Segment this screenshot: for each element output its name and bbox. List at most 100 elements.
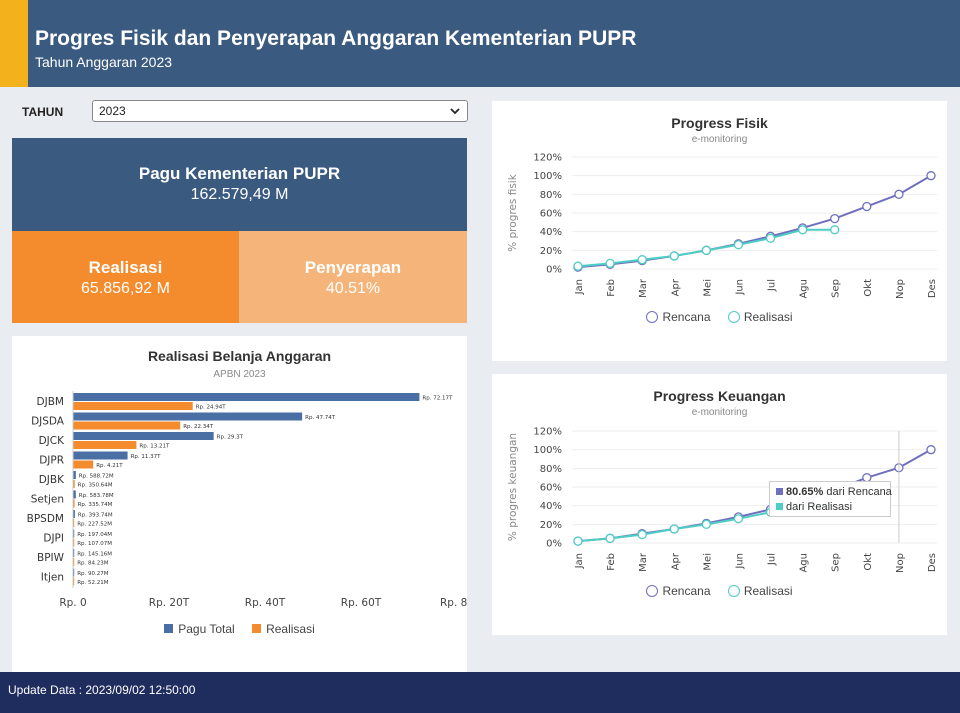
bar-data-label: Rp. 47.74T xyxy=(305,415,336,421)
bar-pagu xyxy=(73,471,76,479)
x-tick-label: Sep xyxy=(831,279,842,298)
keuangan-chart: 0% 20% 40% 60% 80% 100% 120% % progres keuangan… xyxy=(507,427,938,573)
rencana-line xyxy=(577,174,932,269)
bar-realisasi xyxy=(73,441,137,449)
bar-data-label: Rp. 13.21T xyxy=(139,444,170,450)
legend-pagu[interactable]: Pagu Total xyxy=(164,622,235,636)
legend-realisasi[interactable]: Realisasi xyxy=(727,584,793,598)
chevron-down-icon xyxy=(450,108,460,115)
tooltip-rencana-value: 80.65% xyxy=(786,486,824,498)
bar-chart: DJBM Rp. 72.17T Rp. 24.94T DJSDA Rp. 47.74T R… xyxy=(27,391,467,609)
x-tick-label: Rp. 80 xyxy=(440,597,467,609)
legend-realisasi[interactable]: Realisasi xyxy=(252,622,315,636)
x-tick-label: Mei xyxy=(702,553,713,571)
legend-realisasi[interactable]: Realisasi xyxy=(727,310,793,324)
bar-data-label: Rp. 52.21M xyxy=(77,580,109,586)
bar-data-label: Rp. 197.04M xyxy=(77,532,112,538)
keuangan-chart-title: Progress Keuangan xyxy=(653,388,786,404)
x-tick-label: Agu xyxy=(799,279,810,299)
bar-category-label: BPSDM xyxy=(27,513,64,525)
header-accent xyxy=(0,0,28,87)
bar-data-label: Rp. 29.3T xyxy=(217,435,244,441)
bar-category-label: DJPR xyxy=(39,455,64,467)
realisasi-card: Realisasi 65.856,92 M xyxy=(12,231,239,323)
bar-pagu xyxy=(73,568,75,577)
x-tick-label: Jun xyxy=(734,279,745,296)
realisasi-point xyxy=(573,261,583,271)
legend-rencana-label: Rencana xyxy=(662,584,711,598)
bar-pagu xyxy=(73,432,214,440)
bar-realisasi xyxy=(73,558,75,566)
tooltip-realisasi-text: dari Realisasi xyxy=(786,501,853,513)
rencana-point xyxy=(926,445,936,455)
rencana-point xyxy=(830,213,840,224)
bar-data-label: Rp. 84.23M xyxy=(77,561,109,567)
bar-realisasi xyxy=(73,519,75,527)
fisik-chart-title: Progress Fisik xyxy=(671,115,768,131)
x-tick-label: Jan xyxy=(574,553,585,569)
rencana-point xyxy=(862,201,872,212)
bar-pagu xyxy=(73,529,75,538)
bar-category-label: Itjen xyxy=(41,572,64,584)
year-select[interactable]: 2023 xyxy=(92,100,468,122)
bar-realisasi xyxy=(73,577,75,586)
keuangan-chart-legend: Rencana Realisasi xyxy=(492,584,947,598)
legend-rencana[interactable]: Rencana xyxy=(646,584,711,598)
x-tick-label: Nop xyxy=(895,279,906,299)
bar-data-label: Rp. 4.21T xyxy=(96,463,123,469)
bar-category-label: DJSDA xyxy=(31,416,65,428)
x-tick-label: Des xyxy=(927,279,938,298)
bar-realisasi xyxy=(73,499,75,508)
legend-rencana-marker xyxy=(646,585,659,597)
tooltip-realisasi-swatch xyxy=(776,503,783,510)
x-tick-label: Mar xyxy=(638,552,649,572)
x-tick-label: Mar xyxy=(638,278,649,298)
bar-data-label: Rp. 350.64M xyxy=(78,483,113,489)
y-tick-label: 80% xyxy=(540,190,562,201)
y-tick-label: 0% xyxy=(546,265,562,276)
x-tick-label: Rp. 20T xyxy=(149,597,190,609)
realisasi-point xyxy=(637,529,647,540)
x-tick-label: Jan xyxy=(574,279,585,295)
realisasi-point xyxy=(605,533,615,543)
realisasi-point xyxy=(605,258,615,269)
bar-realisasi xyxy=(73,460,94,469)
y-axis-label: % progres keuangan xyxy=(507,433,519,541)
y-tick-label: 40% xyxy=(540,227,562,238)
bar-data-label: Rp. 145.16M xyxy=(77,552,112,558)
realisasi-point xyxy=(669,524,679,534)
legend-rencana[interactable]: Rencana xyxy=(646,310,711,324)
x-tick-label: Sep xyxy=(831,553,842,572)
realisasi-point xyxy=(733,240,744,250)
bar-data-label: Rp. 11.37T xyxy=(131,454,162,460)
bar-realisasi xyxy=(73,538,75,547)
keuangan-chart-subtitle: e-monitoring xyxy=(691,407,748,418)
x-tick-label: Okt xyxy=(863,279,874,297)
x-tick-label: Nop xyxy=(895,553,906,573)
bar-pagu xyxy=(73,451,128,460)
pagu-card: Pagu Kementerian PUPR 162.579,49 M xyxy=(12,138,467,231)
legend-realisasi-label: Realisasi xyxy=(743,584,793,598)
realisasi-point xyxy=(830,225,840,235)
legend-rencana-label: Rencana xyxy=(662,310,711,324)
year-select-value: 2023 xyxy=(99,104,126,118)
realisasi-point xyxy=(637,255,647,265)
tooltip-rencana-suffix: dari Rencana xyxy=(823,486,892,498)
legend-realisasi-marker xyxy=(727,585,740,597)
x-tick-label: Apr xyxy=(670,278,681,296)
bar-realisasi xyxy=(73,421,181,430)
x-tick-label: Okt xyxy=(863,553,874,571)
bar-data-label: Rp. 90.27M xyxy=(77,571,109,577)
x-tick-label: Jul xyxy=(767,279,778,292)
rencana-point xyxy=(894,189,904,199)
fisik-chart-card: Progress Fisik e-monitoring 0% 20% 40% 60% 8… xyxy=(492,101,947,361)
x-tick-label: Rp. 60T xyxy=(341,597,382,609)
bar-data-label: Rp. 335.74M xyxy=(78,502,113,508)
serapan-card: Penyerapan 40.51% xyxy=(239,231,467,323)
bar-chart-legend: Pagu Total Realisasi xyxy=(12,622,467,636)
serapan-label: Penyerapan xyxy=(304,258,402,277)
y-axis-label: % progres fisik xyxy=(507,173,519,252)
realisasi-point xyxy=(765,233,776,243)
realisasi-point xyxy=(669,251,679,261)
y-tick-label: 60% xyxy=(540,209,562,220)
